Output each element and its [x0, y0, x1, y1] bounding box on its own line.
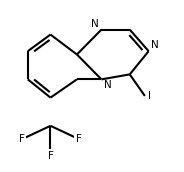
Text: I: I [148, 91, 151, 101]
Text: F: F [47, 151, 53, 161]
Text: N: N [151, 40, 159, 50]
Text: N: N [104, 80, 112, 90]
Text: F: F [19, 134, 25, 144]
Text: F: F [76, 134, 82, 144]
Text: N: N [91, 19, 99, 29]
